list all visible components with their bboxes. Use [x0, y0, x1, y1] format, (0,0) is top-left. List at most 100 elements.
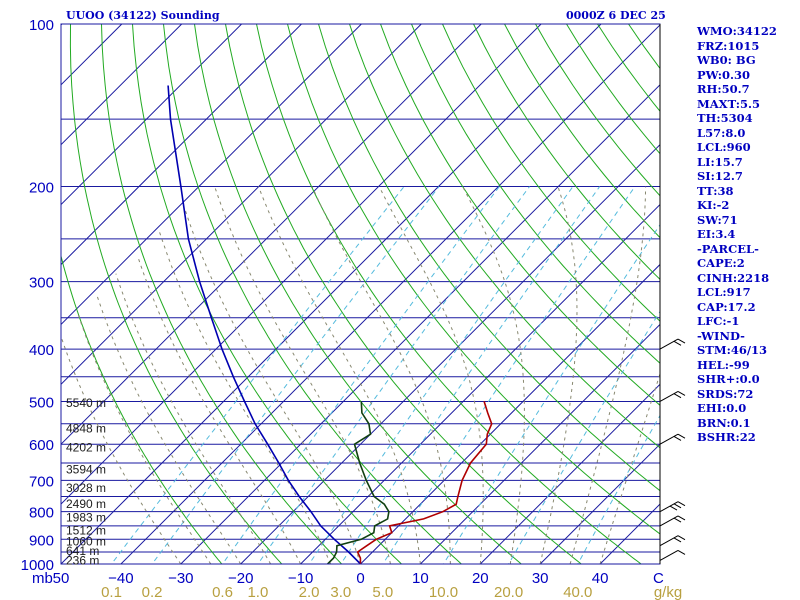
- moist-adiabat: [539, 186, 578, 564]
- wind-barb: [659, 501, 686, 513]
- isotherm: [61, 24, 183, 146]
- wind-barb-shaft: [659, 391, 679, 402]
- wind-barb-feather: [677, 391, 686, 396]
- temperature-tick-label: 20: [472, 570, 489, 587]
- index-item: BSHR:22: [697, 430, 756, 444]
- index-item: SHR+:0.0: [697, 372, 760, 386]
- pressure-tick-label: 900: [29, 532, 54, 549]
- isotherm: [240, 143, 660, 564]
- mixing-ratio-line: [442, 223, 660, 564]
- pressure-tick-label: 100: [29, 17, 54, 34]
- mixing-ratio-line: [382, 186, 636, 564]
- index-item: TH:5304: [697, 111, 753, 125]
- dry-adiabat: [411, 24, 660, 364]
- parcel-trace: [167, 85, 362, 564]
- pressure-tick-label: 1000: [21, 557, 54, 574]
- index-item: FRZ:1015: [697, 38, 760, 53]
- wind-barb-shaft: [659, 535, 679, 547]
- mixing-ratio-tick-label: 20.0: [494, 584, 523, 600]
- temperature-tick-label: 0: [356, 570, 364, 587]
- index-item: BRN:0.1: [697, 415, 751, 430]
- wind-barb-feather: [673, 517, 682, 523]
- index-item: RH:50.7: [697, 82, 750, 96]
- mixing-ratio-tick-label: 5.0: [372, 584, 393, 600]
- mixing-ratio-tick-label: 2.0: [299, 584, 320, 600]
- isotherm: [420, 323, 660, 564]
- wind-barb-feather: [669, 505, 678, 511]
- index-item: L57:8.0: [697, 125, 746, 140]
- dry-adiabat: [287, 24, 660, 535]
- dry-adiabat: [163, 24, 463, 564]
- wind-barb-shaft: [659, 550, 679, 561]
- pressure-tick-label: 300: [29, 275, 54, 292]
- index-item: EI:3.4: [697, 227, 736, 241]
- height-label: 4848 m: [66, 421, 106, 435]
- height-label: 3028 m: [66, 481, 106, 495]
- moist-adiabat: [137, 256, 302, 564]
- wind-barb-feather: [673, 340, 682, 346]
- dry-adiabat: [442, 24, 660, 322]
- dry-adiabat: [225, 24, 583, 564]
- index-panel: WMO:34122 FRZ:1015 WB0: BG PW:0.30 RH:50.7 MA…: [697, 24, 777, 445]
- mixing-ratio-tick-label: 3.0: [330, 584, 351, 600]
- mixing-ratio-unit: g/kg: [654, 584, 682, 600]
- index-item: MAXT:5.5: [697, 96, 760, 111]
- mixing-ratio-tick-label: 0.2: [142, 584, 163, 600]
- isotherm: [61, 24, 542, 505]
- mixing-ratio-tick-label: 0.1: [101, 584, 122, 600]
- isotherm: [479, 383, 660, 564]
- temperature-tick-label: −30: [168, 570, 193, 587]
- valid-time: 0000Z 6 DEC 25: [566, 9, 666, 22]
- mixing-ratio-line: [577, 414, 660, 564]
- mixing-ratio-tick-label: 0.6: [212, 584, 233, 600]
- wind-barb-feather: [677, 338, 686, 344]
- isotherm: [61, 24, 302, 266]
- dry-adiabat: [61, 254, 223, 564]
- wind-barb-feather: [677, 550, 686, 555]
- height-label: 236 m: [66, 554, 99, 568]
- wind-barb-shaft: [659, 515, 679, 527]
- dry-adiabat: [473, 24, 660, 281]
- index-item: PW:0.30: [697, 67, 751, 82]
- index-item: WB0: BG: [697, 53, 756, 67]
- index-item: SW:71: [697, 212, 738, 227]
- isotherm: [120, 24, 660, 564]
- height-label: 5540 m: [66, 396, 106, 410]
- moist-adiabat: [462, 186, 525, 564]
- dewpoint-trace: [327, 401, 390, 564]
- dry-adiabat: [101, 24, 343, 564]
- temperature-tick-label: 10: [412, 570, 429, 587]
- index-item: -WIND-: [697, 328, 745, 343]
- isotherm: [61, 24, 362, 326]
- wind-barb-shaft: [659, 338, 679, 350]
- y-axis-unit: mb: [32, 570, 53, 587]
- moist-adiabat: [184, 208, 361, 564]
- moist-adiabat: [599, 372, 660, 564]
- index-item: LCL:917: [697, 285, 751, 299]
- dry-adiabat: [256, 24, 642, 564]
- mixing-ratio-tick-label: 40.0: [563, 584, 592, 600]
- moist-adiabat: [258, 186, 421, 564]
- moist-adiabat: [158, 229, 332, 564]
- height-label: 3594 m: [66, 462, 106, 476]
- temperature-tick-label: 40: [592, 570, 609, 587]
- x-axis-unit: C: [653, 570, 664, 587]
- height-label: 2490 m: [66, 497, 106, 511]
- wind-barb-feather: [673, 393, 682, 399]
- isotherm: [300, 203, 660, 564]
- index-item: -PARCEL-: [697, 241, 759, 256]
- wind-barb: [659, 338, 686, 350]
- height-label: 1512 m: [66, 523, 106, 537]
- wind-barb: [659, 550, 686, 561]
- dry-adiabat: [380, 24, 660, 406]
- moist-adiabat: [61, 334, 182, 564]
- temperature-tick-label: 30: [532, 570, 549, 587]
- index-item: CAPE:2: [697, 256, 745, 270]
- index-item: CAP:17.2: [697, 299, 756, 314]
- mixing-ratio-line: [221, 186, 500, 564]
- sounding-title: UUOO (34122) Sounding: [66, 9, 220, 22]
- index-item: SRDS:72: [697, 386, 754, 401]
- temperature-tick-label: −40: [108, 570, 133, 587]
- index-item: WMO:34122: [697, 24, 777, 38]
